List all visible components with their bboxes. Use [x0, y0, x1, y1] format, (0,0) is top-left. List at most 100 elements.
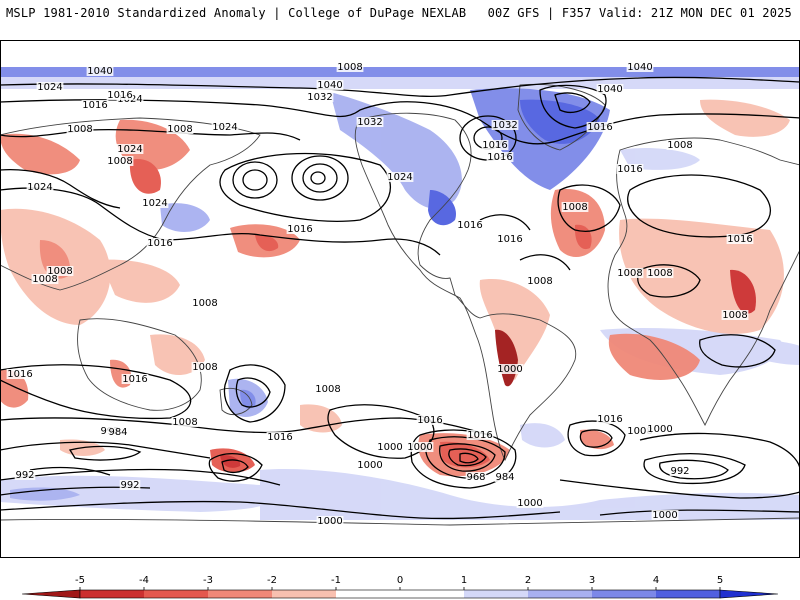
isobar-label: 1024 [142, 198, 167, 209]
colorbar-tick-label: 1 [461, 575, 467, 586]
isobar-label-bg [81, 100, 109, 110]
isobar-label-bg [191, 298, 219, 308]
isobar-label: 1008 [337, 62, 362, 73]
isobar-label: 1032 [492, 120, 517, 131]
colorbar-segment [144, 590, 208, 598]
colorbar-segment [656, 590, 720, 598]
isobar-label-bg [726, 234, 754, 244]
isobar-label-bg [146, 238, 174, 248]
isobar-label-bg [356, 117, 384, 127]
isobar-label-bg [465, 472, 487, 482]
isobar-label: 1016 [487, 152, 512, 163]
isobar-label: 1016 [107, 90, 132, 101]
isobar-label-bg [36, 82, 64, 92]
isobar-label: 992 [120, 480, 139, 491]
isobar-label-bg [486, 152, 514, 162]
isobar-label-bg [516, 498, 544, 508]
colorbar-segment [80, 590, 144, 598]
isobar-label-bg [666, 140, 694, 150]
isobar-label: 1000 [647, 424, 672, 435]
colorbar-tick-label: 5 [717, 575, 723, 586]
isobar-label: 1008 [617, 268, 642, 279]
isobar-label-bg [106, 156, 134, 166]
isobar-contours [0, 76, 800, 520]
isobar-label-bg [314, 384, 342, 394]
isobar-label-bg [356, 460, 384, 470]
isobar-label: 1040 [317, 80, 342, 91]
colorbar-segment [400, 590, 464, 598]
isobar-label: 1024 [117, 144, 142, 155]
colorbar-tick-label: -2 [267, 575, 277, 586]
colorbar-segment [336, 590, 400, 598]
isobar-label-bg [646, 424, 674, 434]
colorbar-min-arrow [21, 589, 81, 599]
colorbar-tick-label: 2 [525, 575, 531, 586]
isobar-label: 1008 [647, 268, 672, 279]
isobar-label: 1016 [497, 234, 522, 245]
isobar-label-bg [31, 274, 59, 284]
isobar-label-bg [141, 198, 169, 208]
isobar-label: 1016 [727, 234, 752, 245]
isobar-label: 1000 [357, 460, 382, 471]
isobar-label: 1040 [87, 66, 112, 77]
isobar-label: 968 [466, 472, 485, 483]
isobar-label: 1008 [192, 362, 217, 373]
colorbar-tick-label: -1 [331, 575, 341, 586]
colorbar-tick-label: 0 [397, 575, 403, 586]
colorbar-svg: -5 -4 -3 -2 -1 0 1 2 3 4 5 [21, 575, 779, 599]
isobar-label-bg [266, 432, 294, 442]
isobar-label: 1032 [357, 117, 382, 128]
isobar-label: 984 [495, 472, 514, 483]
colorbar-tick-label: -4 [139, 575, 149, 586]
isobar-label: 1024 [37, 82, 62, 93]
isobar-label-bg [721, 310, 749, 320]
isobar-label-bg [526, 276, 554, 286]
isobar-label-bg [336, 62, 364, 72]
model-run-label: 00Z GFS | F357 Valid: 21Z MON DEC 01 202… [487, 6, 792, 20]
isobar-label: 984 [108, 427, 127, 438]
isobar-label-bg [651, 510, 679, 520]
isobar-label: 1008 [47, 266, 72, 277]
isobar-label: 1000 [497, 364, 522, 375]
isobar-label: 1008 [192, 298, 217, 309]
isobar-label-bg [456, 220, 484, 230]
colorbar-tick-label: 4 [653, 575, 659, 586]
isobar-label-bg [119, 480, 141, 490]
isobar-label: 1008 [527, 276, 552, 287]
map-title: MSLP 1981-2010 Standardized Anomaly | Co… [6, 6, 467, 20]
isobar-label-bg [406, 442, 434, 452]
isobar-label: 1016 [122, 374, 147, 385]
isobar-label-bg [26, 182, 54, 192]
isobar-label-bg [86, 66, 114, 76]
isobar-label-bg [626, 62, 654, 72]
isobar-label-bg [316, 80, 344, 90]
isobar-label-bg [416, 415, 444, 425]
isobar-label: 1040 [597, 84, 622, 95]
isobar-label-bg [596, 84, 624, 94]
isobar-label-bg [494, 472, 516, 482]
colorbar-max-arrow [719, 589, 779, 599]
isobar-label: 1016 [267, 432, 292, 443]
isobar-label-bg [669, 466, 691, 476]
isobar-label: 1008 [32, 274, 57, 285]
isobar-label-bg [306, 92, 334, 102]
colorbar-tick-label: 3 [589, 575, 595, 586]
isobar-label: 1008 [667, 140, 692, 151]
isobar-label: 1016 [147, 238, 172, 249]
isobar-label-bg [211, 122, 239, 132]
colorbar-segment [592, 590, 656, 598]
colorbar-segment [272, 590, 336, 598]
coastlines [0, 83, 800, 526]
isobar-label: 1032 [307, 92, 332, 103]
isobar-label-bg [46, 266, 74, 276]
isobar-label: 1016 [587, 122, 612, 133]
isobar-label-bg [107, 427, 129, 437]
isobar-label-bg [616, 164, 644, 174]
isobar-label-bg [496, 364, 524, 374]
mslp-anomaly-map: 1040104010401040103210321032102410241024… [0, 40, 800, 558]
isobar-label-bg [376, 442, 404, 452]
isobar-label: 1016 [457, 220, 482, 231]
isobar-label-bg [586, 122, 614, 132]
isobar-label: 1000 [407, 442, 432, 453]
isobar-label: 1008 [722, 310, 747, 321]
